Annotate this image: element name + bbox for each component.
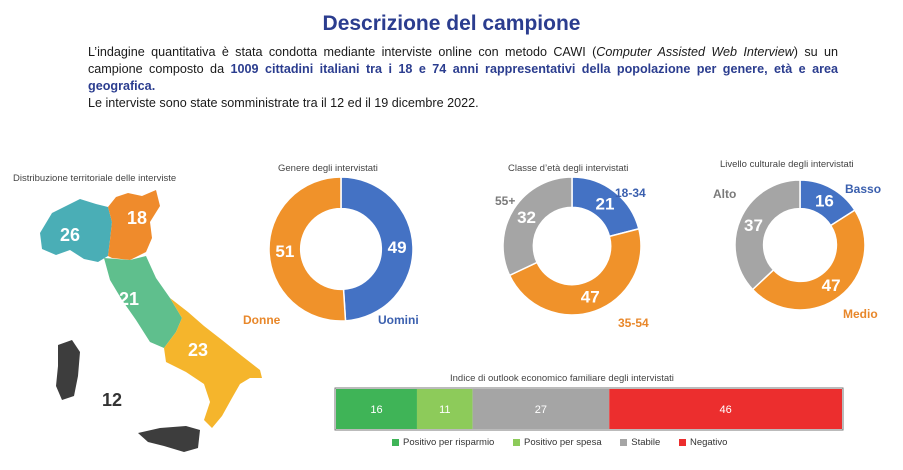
- map-label-isole: 12: [102, 390, 122, 410]
- education-value-alto: 37: [744, 216, 763, 235]
- education-slice-medio: [751, 209, 866, 311]
- outlook-bar-value-3: 27: [535, 404, 547, 416]
- age-title: Classe d’età degli intervistati: [508, 163, 629, 174]
- outlook-bar-segment-2: [416, 389, 473, 429]
- outlook-title: Indice di outlook economico familiare de…: [450, 373, 674, 384]
- gender-value-donne: 51: [275, 242, 294, 261]
- education-category-basso: Basso: [845, 182, 881, 196]
- region-sud: [164, 298, 262, 428]
- region-nord-est: [108, 190, 160, 260]
- intro-dates: Le interviste sono state somministrate t…: [88, 96, 479, 110]
- intro-part-2: ) su un campione composto da: [88, 45, 838, 76]
- outlook-bar-value-2: 11: [439, 404, 450, 416]
- age-category-18-34: 18-34: [615, 186, 646, 200]
- italy-map: [40, 190, 262, 452]
- gender-value-uomini: 49: [388, 238, 407, 257]
- map-label-centro: 21: [119, 289, 139, 309]
- region-sardegna: [56, 340, 80, 400]
- education-slice-alto: [734, 179, 801, 291]
- age-value-55+: 32: [517, 208, 536, 227]
- age-slice-55+: [502, 176, 573, 277]
- outlook-bar-segment-4: [609, 389, 842, 429]
- legend-item-risparmio: Positivo per risparmio: [392, 437, 494, 448]
- map-label-nord-est: 18: [127, 208, 147, 228]
- education-title: Livello culturale degli intervistati: [720, 159, 854, 170]
- education-category-medio: Medio: [843, 307, 878, 321]
- education-value-medio: 47: [822, 276, 841, 295]
- age-value-35-54: 47: [581, 288, 600, 307]
- legend-item-spesa: Positivo per spesa: [512, 437, 602, 448]
- legend-item-stabile: Stabile: [620, 437, 660, 448]
- age-value-18-34: 21: [596, 194, 615, 213]
- age-category-55+: 55+: [495, 194, 515, 208]
- outlook-bar-value-4: 46: [719, 404, 731, 416]
- age-category-35-54: 35-54: [618, 316, 649, 330]
- region-centro: [104, 256, 182, 348]
- outlook-legend: Positivo per risparmio Positivo per spes…: [392, 437, 743, 448]
- age-slice-35-54: [508, 227, 642, 316]
- gender-slice-uomini: [340, 176, 414, 322]
- outlook-bar-segment-1: [336, 389, 417, 429]
- education-category-alto: Alto: [713, 187, 736, 201]
- map-title: Distribuzione territoriale delle intervi…: [13, 173, 177, 184]
- map-label-sud: 23: [188, 340, 208, 360]
- intro-text: L’indagine quantitativa è stata condotta…: [88, 44, 838, 112]
- outlook-bar-value-1: 16: [370, 404, 382, 416]
- intro-highlight: 1009 cittadini italiani tra i 18 e 74 an…: [88, 62, 838, 93]
- map-label-nord-ovest: 26: [60, 225, 80, 245]
- outlook-bar-segment-3: [472, 389, 610, 429]
- region-sicilia: [138, 426, 200, 452]
- page-title: Descrizione del campione: [322, 12, 581, 35]
- gender-title: Genere degli intervistati: [278, 163, 378, 174]
- gender-category-donne: Donne: [243, 313, 281, 327]
- legend-item-negativo: Negativo: [678, 437, 727, 448]
- gender-slice-donne: [268, 176, 347, 322]
- region-nord-ovest: [40, 199, 112, 262]
- intro-italic: Computer Assisted Web Interview: [596, 45, 794, 59]
- outlook-bar-frame: [334, 387, 844, 431]
- education-value-basso: 16: [815, 192, 834, 211]
- gender-category-uomini: Uomini: [378, 313, 419, 327]
- intro-part-1: L’indagine quantitativa è stata condotta…: [88, 45, 597, 59]
